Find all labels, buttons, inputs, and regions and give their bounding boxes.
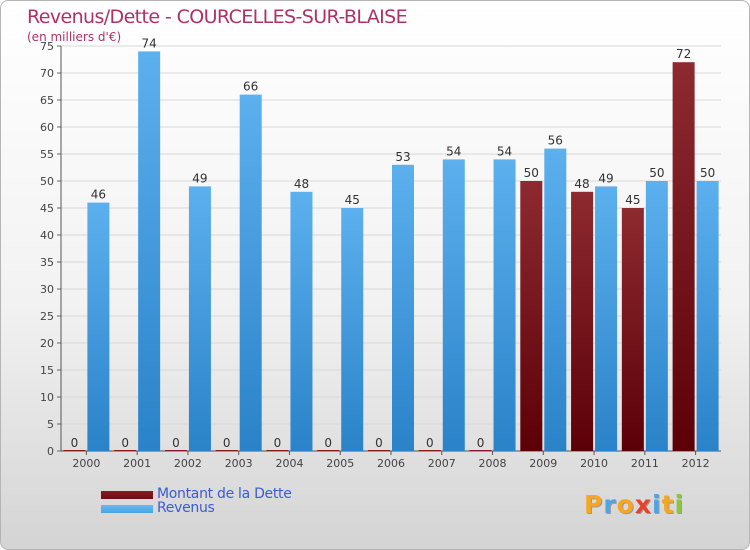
bar-revenus [341,208,364,451]
data-label-revenus: 46 [91,188,106,202]
data-label-revenus: 50 [649,166,664,180]
y-tick-label: 65 [40,94,54,107]
bar-dette [114,450,137,451]
y-tick-label: 50 [40,175,54,188]
x-tick-label: 2003 [225,457,253,470]
bar-revenus [87,202,110,451]
data-label-dette: 72 [676,47,691,61]
bar-revenus [138,51,161,452]
x-tick-label: 2002 [174,457,202,470]
bar-dette [672,62,695,451]
data-label-revenus: 45 [345,193,360,207]
data-label-revenus: 66 [243,80,258,94]
data-label-dette: 0 [121,436,129,450]
bar-dette [317,450,340,451]
logo-letter: x [634,490,652,519]
data-label-revenus: 50 [700,166,715,180]
y-tick-label: 20 [40,337,54,350]
bar-revenus [290,191,313,452]
logo-letter: i [674,490,685,519]
data-label-revenus: 49 [192,171,207,185]
y-tick-label: 15 [40,364,54,377]
bar-dette [621,208,644,451]
data-label-dette: 0 [324,436,332,450]
y-tick-label: 60 [40,121,54,134]
y-tick-label: 45 [40,202,54,215]
bar-dette [266,450,289,451]
bar-dette [418,450,441,451]
y-tick-label: 55 [40,148,54,161]
x-tick-label: 2011 [631,457,659,470]
x-tick-label: 2001 [123,457,151,470]
bar-dette [368,450,390,451]
y-tick-label: 40 [40,229,54,242]
data-label-revenus: 48 [294,177,309,191]
proxiti-logo: Proxiti [584,490,684,519]
data-label-dette: 0 [426,436,434,450]
legend-swatch-revenus [101,505,153,513]
data-label-revenus: 74 [142,36,157,50]
bar-revenus [544,148,567,451]
bar-dette [571,191,594,452]
y-tick-label: 30 [40,283,54,296]
data-label-revenus: 49 [598,171,613,185]
data-label-dette: 0 [71,436,79,450]
legend-label-dette: Montant de la Dette [157,486,292,502]
bar-revenus [392,164,414,452]
bar-revenus [188,186,211,451]
data-label-dette: 0 [223,436,231,450]
data-label-dette: 0 [274,436,282,450]
chart-title: Revenus/Dette - COURCELLES-SUR-BLAISE [27,6,408,28]
logo-letter: i [652,490,662,519]
x-tick-label: 2008 [479,457,507,470]
x-tick-label: 2007 [428,457,456,470]
data-label-dette: 48 [574,177,589,191]
legend-label-revenus: Revenus [157,500,215,516]
bar-revenus [442,159,465,451]
x-tick-label: 2012 [682,457,710,470]
x-tick-label: 2005 [326,457,354,470]
y-tick-label: 10 [40,391,54,404]
bar-dette [520,181,543,451]
data-label-dette: 0 [477,436,485,450]
data-label-dette: 45 [625,193,640,207]
logo-letter: o [616,490,635,519]
logo-letter: t [661,490,675,519]
bar-dette [215,450,238,451]
x-tick-label: 2004 [275,457,303,470]
y-tick-label: 35 [40,256,54,269]
data-label-revenus: 54 [497,144,512,158]
data-label-dette: 50 [524,166,539,180]
chart-subtitle: (en milliers d'€) [27,30,122,44]
bar-dette [63,450,86,451]
bar-dette [469,450,492,451]
bar-revenus [696,181,719,451]
x-tick-label: 2006 [377,457,405,470]
y-tick-label: 25 [40,310,54,323]
bar-revenus [239,94,262,451]
x-tick-label: 2000 [72,457,100,470]
data-label-dette: 0 [172,436,180,450]
bar-revenus [595,186,618,451]
logo-letter: r [603,490,617,519]
x-tick-label: 2010 [580,457,608,470]
bar-revenus [645,181,668,451]
data-label-dette: 0 [375,436,383,450]
y-tick-label: 0 [47,445,54,458]
y-tick-label: 5 [47,418,54,431]
legend-swatch-dette [101,491,153,499]
data-label-revenus: 54 [446,144,461,158]
bar-dette [164,450,187,451]
x-tick-label: 2009 [529,457,557,470]
y-tick-label: 70 [40,67,54,80]
y-tick-label: 75 [40,40,54,53]
logo-letter: P [584,490,604,519]
data-label-revenus: 53 [395,150,410,164]
data-label-revenus: 56 [548,134,563,148]
bar-revenus [493,159,516,451]
